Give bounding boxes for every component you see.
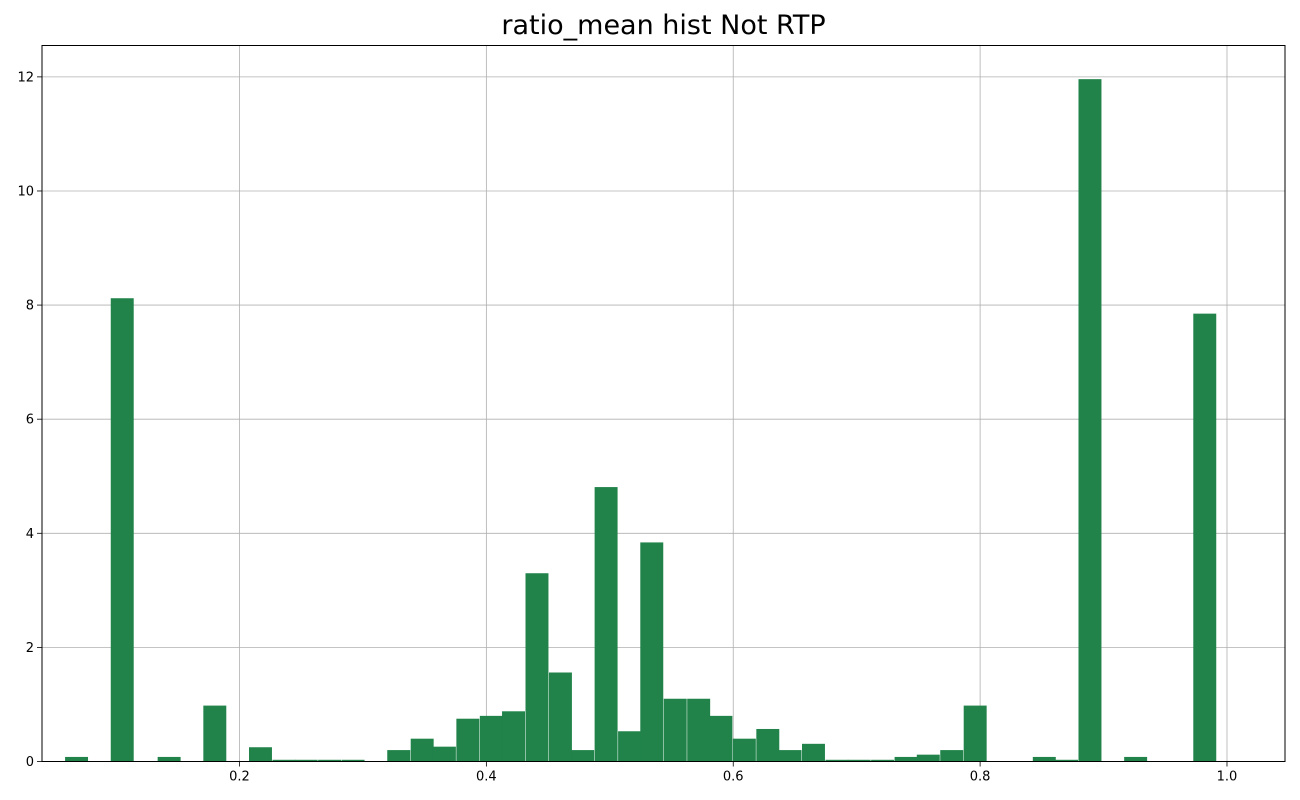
histogram-bar	[1124, 756, 1148, 762]
y-tick-label: 0	[26, 755, 34, 770]
y-tick-label: 10	[17, 184, 34, 199]
histogram-bar	[916, 754, 940, 762]
histogram-bar	[272, 759, 296, 762]
histogram-bar	[594, 487, 618, 762]
y-tick-label: 6	[26, 413, 34, 428]
histogram-bar	[203, 705, 227, 762]
histogram-bar	[963, 705, 987, 762]
histogram-bar	[709, 715, 733, 762]
plot-frame	[41, 45, 1286, 762]
histogram-bar	[1055, 759, 1078, 762]
histogram-bar	[687, 698, 711, 762]
x-tick-label: 1.0	[1217, 770, 1238, 785]
histogram-bar	[663, 698, 687, 762]
histogram-bar	[894, 756, 918, 762]
histogram-bar	[157, 756, 181, 762]
histogram-bar	[432, 746, 456, 762]
x-tick-label: 0.6	[723, 770, 744, 785]
histogram-bar	[456, 718, 480, 762]
histogram-bar	[756, 728, 780, 762]
histogram-bar	[940, 750, 964, 762]
histogram-bar	[571, 750, 595, 762]
y-tick-label: 4	[26, 527, 34, 542]
histogram-bar	[249, 747, 272, 762]
histogram-bar	[825, 759, 849, 762]
grid-lines	[42, 45, 1285, 762]
histogram-bar	[778, 750, 802, 762]
y-tick-label: 8	[26, 299, 34, 314]
histogram-bar	[479, 715, 503, 762]
chart-title: ratio_mean hist Not RTP	[501, 10, 826, 41]
histogram-bar	[65, 756, 89, 762]
histogram-bar	[110, 298, 134, 762]
x-tick-label: 0.8	[970, 770, 991, 785]
histogram-bar	[847, 759, 871, 762]
histogram-bar	[1078, 79, 1102, 762]
histogram-bars	[65, 79, 1217, 762]
y-tick-label: 2	[26, 641, 34, 656]
x-tick-label: 0.2	[229, 770, 250, 785]
histogram-bar	[525, 573, 549, 762]
histogram-bar	[1032, 756, 1056, 762]
histogram-bar	[387, 750, 411, 762]
histogram-bar	[871, 759, 895, 762]
histogram-bar	[410, 738, 434, 762]
histogram-bar	[548, 672, 572, 762]
histogram-bar	[318, 759, 342, 762]
histogram-bar	[618, 731, 642, 762]
histogram-bar	[732, 738, 756, 762]
y-tick-label: 12	[17, 70, 34, 85]
axis-ticks: 0.2 0.4 0.6 0.8 1.0 0 2 4 6 8 10 12	[17, 70, 1237, 784]
histogram-bar	[801, 743, 825, 762]
x-tick-label: 0.4	[476, 770, 497, 785]
histogram-bar	[502, 711, 526, 762]
histogram-bar	[341, 759, 365, 762]
histogram-bar	[1193, 313, 1217, 762]
histogram-bar	[294, 759, 318, 762]
histogram-bar	[640, 542, 664, 762]
